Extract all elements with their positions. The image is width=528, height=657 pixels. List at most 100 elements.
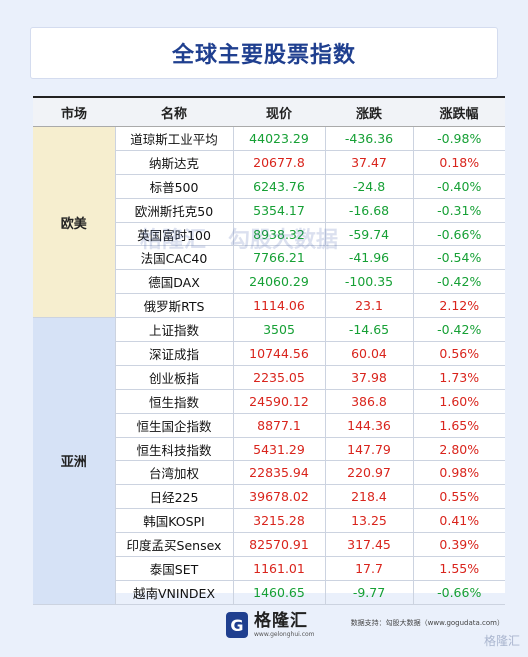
table-row: 创业板指 2235.05 37.98 1.73%: [33, 365, 505, 390]
index-name-cell: 恒生指数: [114, 389, 233, 414]
change-pct-cell: 1.73%: [412, 365, 505, 390]
table-row: 泰国SET 1161.01 17.7 1.55%: [33, 556, 505, 581]
change-cell: 60.04: [324, 341, 413, 366]
change-cell: 220.97: [324, 460, 413, 486]
price-cell: 39678.02: [232, 484, 325, 510]
change-cell: -24.8: [324, 174, 413, 199]
table-row: 印度孟买Sensex 82570.91 317.45 0.39%: [33, 532, 505, 558]
table-row: 标普500 6243.76 -24.8 -0.40%: [33, 174, 505, 199]
change-pct-cell: 0.98%: [412, 460, 505, 486]
price-cell: 44023.29: [232, 126, 325, 151]
index-name-cell: 恒生国企指数: [114, 413, 233, 438]
gelonghui-logo-icon: G: [226, 612, 248, 638]
change-pct-cell: -0.42%: [412, 269, 505, 295]
price-cell: 1114.06: [232, 293, 325, 319]
change-cell: 317.45: [324, 532, 413, 558]
table-row: 欧洲斯托克50 5354.17 -16.68 -0.31%: [33, 198, 505, 223]
change-pct-cell: -0.42%: [412, 317, 505, 343]
title-banner: 全球主要股票指数: [30, 27, 498, 79]
price-cell: 1460.65: [232, 580, 325, 605]
logo-url: www.gelonghui.com: [254, 630, 315, 638]
header-price: 现价: [233, 96, 325, 127]
change-pct-cell: 0.55%: [412, 484, 505, 510]
index-name-cell: 创业板指: [114, 365, 233, 390]
table-row: 日经225 39678.02 218.4 0.55%: [33, 484, 505, 510]
index-name-cell: 道琼斯工业平均: [114, 126, 233, 151]
table-row: 俄罗斯RTS 1114.06 23.1 2.12%: [33, 293, 505, 319]
index-name-cell: 德国DAX: [114, 269, 233, 295]
price-cell: 1161.01: [232, 556, 325, 581]
change-cell: 147.79: [324, 437, 413, 462]
index-table: 市场 名称 现价 涨跌 涨跌幅 欧美 道琼斯工业平均 44023.29 -436.36…: [33, 96, 505, 605]
change-pct-cell: -0.66%: [412, 580, 505, 605]
index-name-cell: 韩国KOSPI: [114, 508, 233, 534]
change-cell: 144.36: [324, 413, 413, 438]
price-cell: 82570.91: [232, 532, 325, 558]
change-pct-cell: 1.65%: [412, 413, 505, 438]
price-cell: 5431.29: [232, 437, 325, 462]
table-body: 欧美 道琼斯工业平均 44023.29 -436.36 -0.98% 纳斯达克 20677.…: [33, 126, 505, 605]
change-cell: -9.77: [324, 580, 413, 605]
price-cell: 6243.76: [232, 174, 325, 199]
price-cell: 22835.94: [232, 460, 325, 486]
price-cell: 8877.1: [232, 413, 325, 438]
change-pct-cell: 0.39%: [412, 532, 505, 558]
index-name-cell: 恒生科技指数: [114, 437, 233, 462]
change-pct-cell: -0.31%: [412, 198, 505, 223]
price-cell: 5354.17: [232, 198, 325, 223]
change-cell: 386.8: [324, 389, 413, 414]
table-row: 深证成指 10744.56 60.04 0.56%: [33, 341, 505, 366]
change-pct-cell: -0.54%: [412, 245, 505, 271]
header-market: 市场: [33, 96, 115, 127]
footer-logo: G 格隆汇 www.gelonghui.com: [226, 612, 315, 638]
region-cell: 欧美: [33, 126, 115, 319]
change-pct-cell: -0.98%: [412, 126, 505, 151]
header-change: 涨跌: [325, 96, 413, 127]
region-cell: 亚洲: [33, 317, 115, 605]
change-cell: -41.96: [324, 245, 413, 271]
price-cell: 7766.21: [232, 245, 325, 271]
price-cell: 8938.32: [232, 222, 325, 247]
change-pct-cell: 0.41%: [412, 508, 505, 534]
index-name-cell: 日经225: [114, 484, 233, 510]
index-name-cell: 英国富时100: [114, 222, 233, 247]
table-row: 法国CAC40 7766.21 -41.96 -0.54%: [33, 245, 505, 271]
data-source-note: 数据支持：勾股大数据（www.gogudata.com）: [350, 619, 504, 627]
table-row: 纳斯达克 20677.8 37.47 0.18%: [33, 150, 505, 175]
change-pct-cell: 2.80%: [412, 437, 505, 462]
change-pct-cell: 1.55%: [412, 556, 505, 581]
change-cell: -14.65: [324, 317, 413, 343]
index-table-container: 市场 名称 现价 涨跌 涨跌幅 欧美 道琼斯工业平均 44023.29 -436.36…: [33, 96, 505, 605]
index-name-cell: 台湾加权: [114, 460, 233, 486]
change-cell: 23.1: [324, 293, 413, 319]
table-row: 亚洲 上证指数 3505 -14.65 -0.42%: [33, 317, 505, 605]
change-pct-cell: -0.66%: [412, 222, 505, 247]
change-cell: -16.68: [324, 198, 413, 223]
change-cell: 218.4: [324, 484, 413, 510]
table-row: 越南VNINDEX 1460.65 -9.77 -0.66%: [33, 580, 505, 605]
change-pct-cell: -0.40%: [412, 174, 505, 199]
change-cell: -436.36: [324, 126, 413, 151]
table-row: 恒生指数 24590.12 386.8 1.60%: [33, 389, 505, 414]
price-cell: 3215.28: [232, 508, 325, 534]
table-row: 台湾加权 22835.94 220.97 0.98%: [33, 460, 505, 486]
index-name-cell: 俄罗斯RTS: [114, 293, 233, 319]
header-name: 名称: [115, 96, 233, 127]
price-cell: 20677.8: [232, 150, 325, 175]
index-name-cell: 印度孟买Sensex: [114, 532, 233, 558]
index-name-cell: 纳斯达克: [114, 150, 233, 175]
logo-name: 格隆汇: [254, 610, 308, 631]
index-name-cell: 深证成指: [114, 341, 233, 366]
change-cell: 37.47: [324, 150, 413, 175]
change-cell: -59.74: [324, 222, 413, 247]
table-row: 欧美 道琼斯工业平均 44023.29 -436.36 -0.98%: [33, 126, 505, 319]
table-row: 恒生科技指数 5431.29 147.79 2.80%: [33, 437, 505, 462]
price-cell: 2235.05: [232, 365, 325, 390]
table-header-row: 市场 名称 现价 涨跌 涨跌幅: [33, 96, 505, 127]
corner-watermark: 格隆汇: [483, 634, 520, 648]
page-title: 全球主要股票指数: [171, 43, 356, 68]
index-name-cell: 欧洲斯托克50: [114, 198, 233, 223]
change-cell: 37.98: [324, 365, 413, 390]
table-row: 英国富时100 8938.32 -59.74 -0.66%: [33, 222, 505, 247]
change-pct-cell: 2.12%: [412, 293, 505, 319]
